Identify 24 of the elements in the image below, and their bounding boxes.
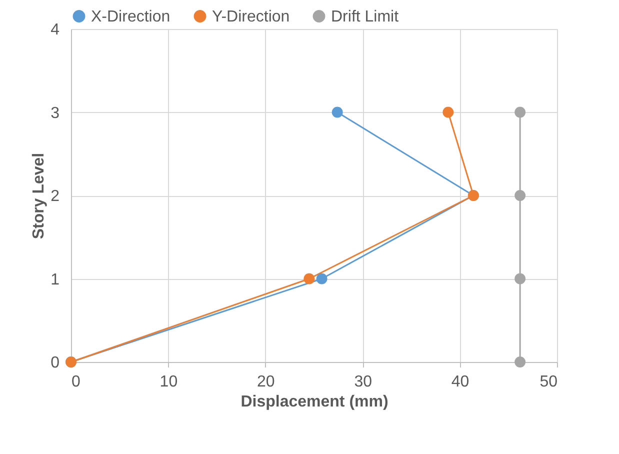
point <box>316 273 328 284</box>
point <box>514 273 526 284</box>
x-tick-label: 20 <box>257 374 275 390</box>
y-axis-title: Story Level <box>30 152 48 240</box>
y-tick-label: 2 <box>50 188 60 205</box>
x-axis-title: Displacement (mm) <box>240 394 388 410</box>
point <box>332 106 343 118</box>
x-tick-label: 0 <box>72 374 80 390</box>
x-tick-label: 50 <box>540 374 558 390</box>
y-tick-label: 1 <box>50 271 60 288</box>
y-tick-label: 3 <box>50 104 60 122</box>
legend-label: X-Direction <box>91 8 170 26</box>
point <box>442 106 454 118</box>
x-tick-label: 40 <box>451 374 470 390</box>
legend-label: Drift Limit <box>331 8 400 26</box>
point <box>514 190 526 201</box>
y-tick-label: 4 <box>50 22 60 38</box>
x-tick-label: 10 <box>160 374 178 390</box>
x-tick-label: 30 <box>354 374 372 390</box>
point <box>514 356 526 368</box>
y-tick-label: 0 <box>50 354 60 372</box>
legend-label: Y-Direction <box>212 8 290 26</box>
point <box>304 273 315 284</box>
point <box>514 106 526 118</box>
